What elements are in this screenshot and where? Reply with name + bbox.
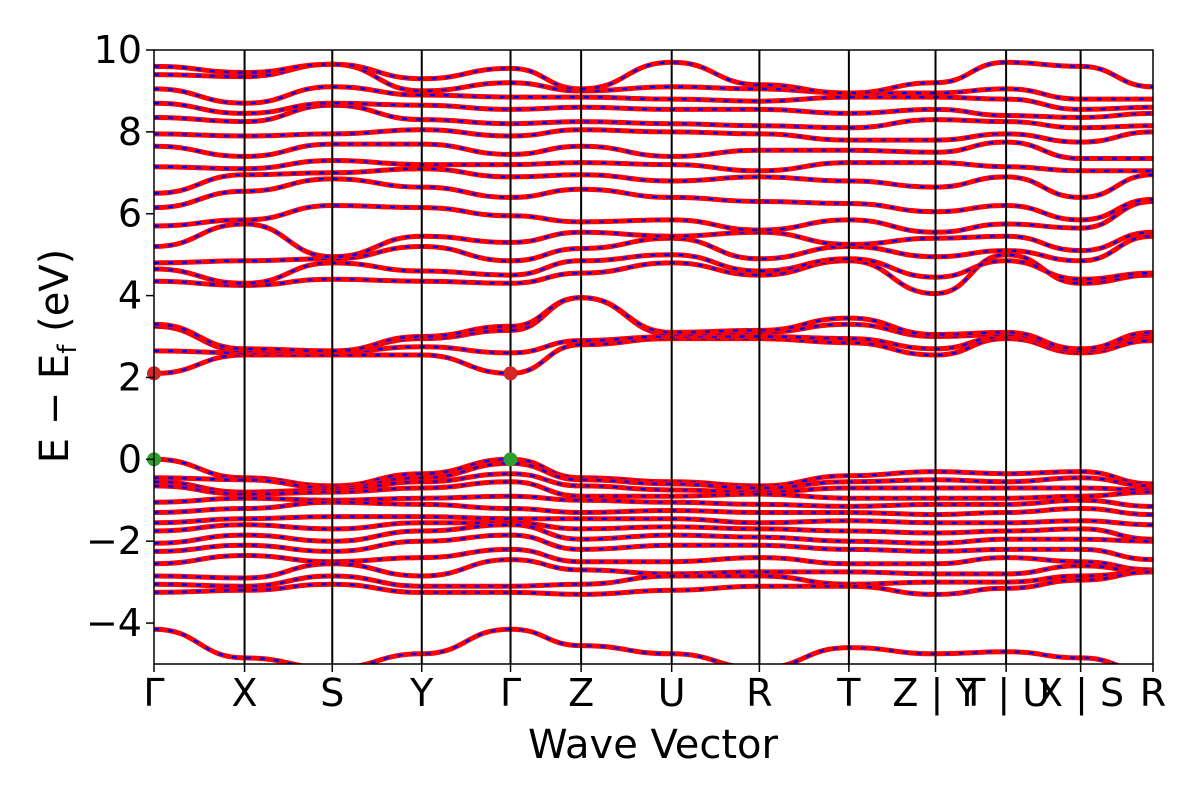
kpoint-divider-lines [243,50,1082,664]
x-tick-label: Γ [500,671,521,715]
y-tick-label: 8 [118,110,142,154]
y-axis-title: E − Ef (eV) [32,249,83,464]
x-tick-label: Γ [143,671,164,715]
y-tick-label: 6 [118,192,142,236]
cbm-marker [503,366,518,381]
conduction-band-17-spin-down [154,63,1153,101]
conduction-band-17-spin-up [154,61,1153,102]
y-tick-label: 10 [94,28,142,72]
plot-frame [153,49,1154,665]
valence-band-6-spin-up [154,514,1153,528]
x-axis-ticks: Γ X S Y Γ Z U R T Z | YT | UX | S R [143,664,1166,716]
band-lines [154,59,1153,664]
y-tick-label: −2 [86,519,142,563]
y-axis-title-unit: (eV) [32,249,78,345]
y-tick-label: 0 [118,437,142,481]
x-tick-label: Z [568,671,594,715]
x-tick-label: S [320,671,344,715]
conduction-band-9-spin-up [154,176,1153,223]
x-tick-label: R [746,671,772,715]
x-axis-title: Wave Vector [528,722,779,768]
y-axis-title-subscript: f [53,344,83,354]
conduction-band-11-spin-up [154,157,1153,174]
x-tick-label: R [1140,671,1166,715]
y-tick-label: 4 [118,274,142,318]
conduction-band-2-spin-down [154,296,1153,354]
x-tick-label: X | S [1037,671,1124,716]
y-tick-label: 2 [118,355,142,399]
conduction-band-3-spin-up [154,295,1153,354]
conduction-band-18-spin-down [154,61,1153,95]
x-tick-label: U [658,671,686,715]
valence-band-2-spin-down [154,472,1153,494]
y-tick-label: −4 [86,601,142,645]
x-tick-label: Z | Y [892,671,979,716]
x-tick-label: T [836,671,861,715]
conduction-band-0-spin-up [154,336,1153,376]
y-axis-title-main: E − E [32,354,78,464]
conduction-band-9-spin-down [154,177,1153,222]
conduction-band-2-spin-up [154,295,1153,355]
conduction-band-3-spin-down [154,296,1153,353]
vbm-marker [503,452,518,467]
x-tick-label: Y [409,671,434,715]
x-tick-label: T | U [961,671,1050,716]
y-axis-ticks: −4 −2 0 2 4 6 8 10 [86,28,154,645]
valence-band-14-spin-down [154,627,1118,664]
x-tick-label: X [232,671,258,715]
conduction-band-15-spin-up [154,100,1153,121]
